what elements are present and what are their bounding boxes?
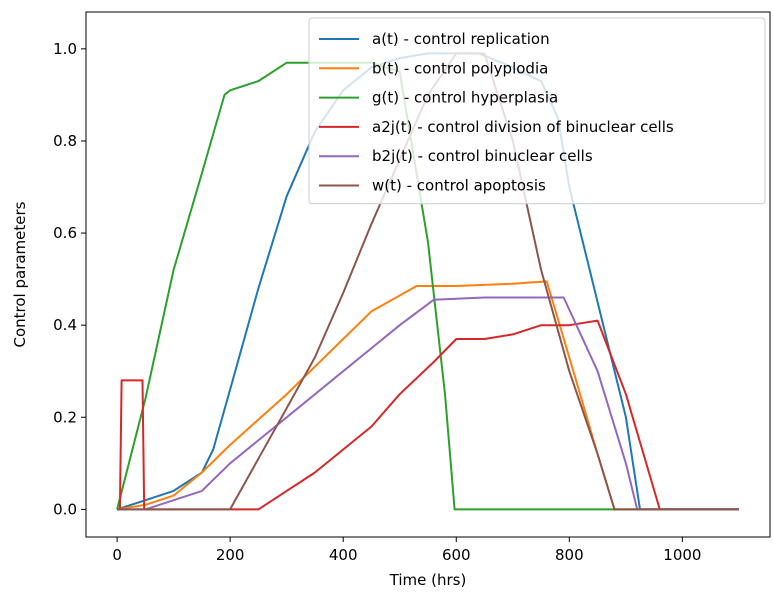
legend-box (308, 17, 766, 205)
legend-label: w(t) - control apoptosis (372, 177, 546, 195)
y-tick-label: 0.6 (53, 224, 77, 242)
x-tick-label: 1000 (663, 546, 701, 564)
y-axis-label: Control parameters (11, 201, 29, 347)
y-tick-label: 0.8 (53, 132, 77, 150)
series-layer (116, 52, 739, 511)
y-tick-label: 0.0 (53, 500, 77, 518)
x-tick-label: 0 (112, 546, 122, 564)
legend-label: a2j(t) - control division of binuclear c… (372, 118, 674, 136)
x-axis-label: Time (hrs) (389, 571, 467, 589)
plot-area (85, 11, 771, 538)
y-tick-label: 1.0 (53, 40, 77, 58)
y-tick-label: 0.2 (53, 408, 77, 426)
x-axis: 0 200 400 600 800 1000 (112, 537, 701, 564)
series-line-3 (117, 319, 739, 511)
y-axis: 0.0 0.2 0.4 0.6 0.8 1.0 (53, 40, 86, 518)
legend-label: a(t) - control replication (372, 30, 550, 48)
legend-label: g(t) - control hyperplasia (372, 89, 558, 107)
x-tick-label: 600 (442, 546, 471, 564)
x-tick-label: 400 (329, 546, 358, 564)
legend-label: b2j(t) - control binuclear cells (372, 147, 593, 165)
legend-label: b(t) - control polyplodia (372, 59, 548, 77)
y-tick-label: 0.4 (53, 316, 77, 334)
legend: a(t) - control replication b(t) - control… (308, 17, 766, 205)
series-line-1 (116, 280, 739, 511)
series-line-4 (117, 296, 739, 511)
x-tick-label: 800 (555, 546, 584, 564)
x-tick-label: 200 (216, 546, 245, 564)
